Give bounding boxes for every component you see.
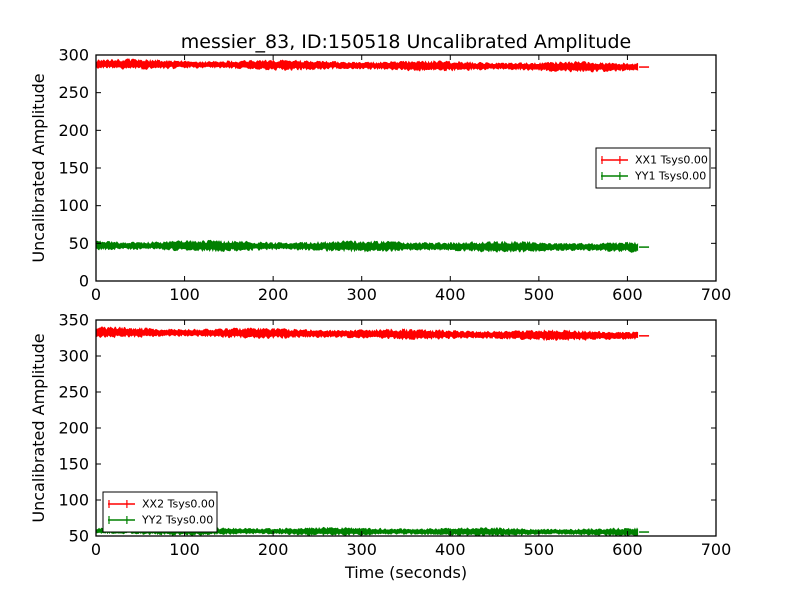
figure-title: messier_83, ID:150518 Uncalibrated Ampli… [180, 31, 632, 53]
y-axis-label: Uncalibrated Amplitude [29, 333, 48, 522]
y-tick-label: 250 [58, 83, 89, 102]
y-tick-label: 0 [79, 271, 89, 290]
x-tick-label: 200 [258, 540, 289, 559]
y-tick-label: 100 [58, 490, 89, 509]
x-tick-label: 400 [435, 285, 466, 304]
x-tick-label: 400 [435, 540, 466, 559]
series-band-XX1 [96, 58, 639, 73]
y-tick-label: 50 [69, 234, 89, 253]
legend-label: YY1 Tsys0.00 [634, 170, 706, 183]
x-tick-label: 500 [524, 540, 555, 559]
legend-label: XX2 Tsys0.00 [142, 498, 215, 511]
y-tick-label: 150 [58, 158, 89, 177]
series-band-YY1 [96, 239, 639, 253]
x-tick-label: 500 [524, 285, 555, 304]
x-tick-label: 700 [701, 285, 732, 304]
x-tick-label: 200 [258, 285, 289, 304]
x-tick-label: 0 [91, 285, 101, 304]
y-tick-label: 200 [58, 418, 89, 437]
y-tick-label: 300 [58, 45, 89, 64]
x-tick-label: 600 [612, 540, 643, 559]
y-tick-label: 100 [58, 196, 89, 215]
series-band-YY2 [96, 526, 639, 537]
y-tick-label: 150 [58, 454, 89, 473]
y-tick-label: 50 [69, 526, 89, 545]
x-tick-label: 0 [91, 540, 101, 559]
legend-label: XX1 Tsys0.00 [635, 154, 708, 167]
x-tick-label: 300 [346, 540, 377, 559]
y-axis-label: Uncalibrated Amplitude [29, 73, 48, 262]
legend-box [595, 147, 711, 189]
legend-box [102, 491, 218, 533]
x-tick-label: 300 [346, 285, 377, 304]
x-tick-label: 700 [701, 540, 732, 559]
y-tick-label: 250 [58, 382, 89, 401]
y-tick-label: 350 [58, 310, 89, 329]
legend-label: YY2 Tsys0.00 [141, 514, 213, 527]
x-tick-label: 100 [169, 285, 200, 304]
x-tick-label: 600 [612, 285, 643, 304]
y-tick-label: 200 [58, 121, 89, 140]
y-tick-label: 300 [58, 346, 89, 365]
x-axis-label: Time (seconds) [344, 563, 467, 582]
x-tick-label: 100 [169, 540, 200, 559]
series-band-XX2 [96, 326, 639, 342]
